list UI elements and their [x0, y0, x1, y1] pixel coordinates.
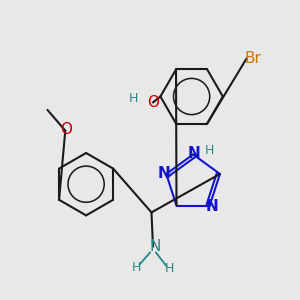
Text: methoxy: methoxy	[31, 107, 61, 113]
Text: H: H	[205, 144, 214, 158]
Text: O: O	[60, 122, 72, 137]
Text: N: N	[188, 146, 200, 161]
Text: N: N	[149, 239, 161, 254]
Text: CH₃: CH₃	[47, 109, 50, 110]
Text: N: N	[158, 166, 170, 181]
Text: H: H	[165, 262, 174, 275]
Text: O: O	[147, 95, 159, 110]
Text: N: N	[206, 199, 218, 214]
Text: H: H	[132, 261, 141, 274]
Text: Br: Br	[245, 51, 262, 66]
Text: H: H	[129, 92, 138, 105]
